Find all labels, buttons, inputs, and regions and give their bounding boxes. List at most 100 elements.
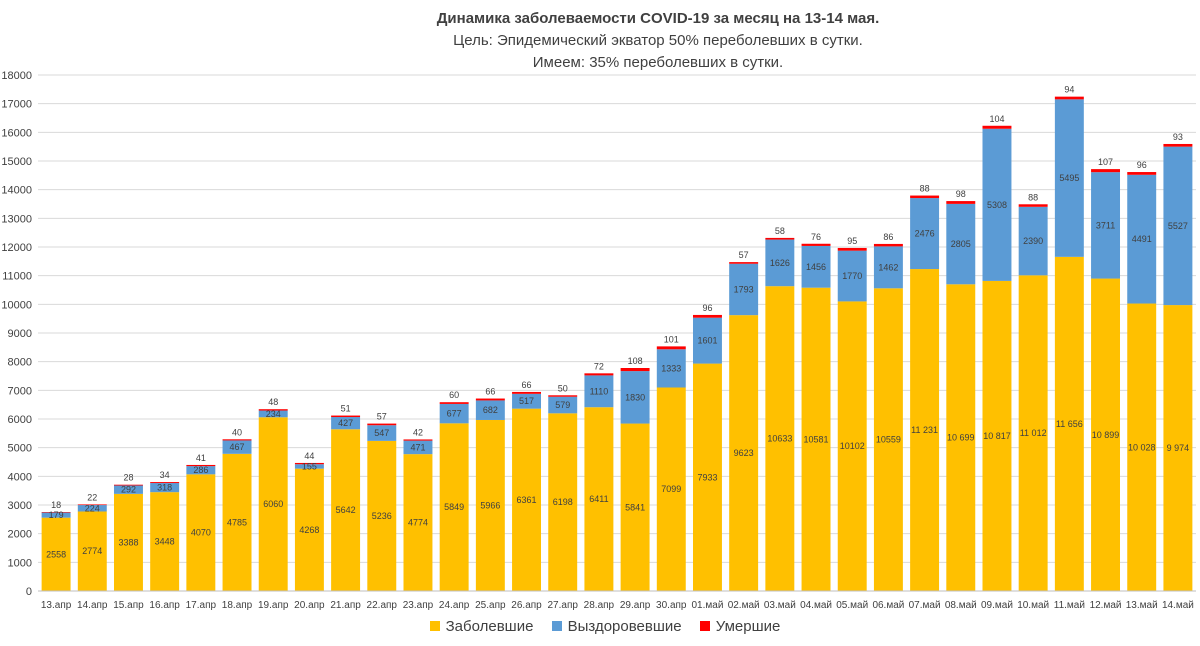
data-label-died: 28 [123,473,133,483]
bar-segment-recovered [1054,99,1084,257]
bar-segment-sick [113,493,143,591]
bar-segment-recovered [475,400,505,420]
data-label-died: 98 [956,189,966,199]
bar-segment-recovered [367,425,397,441]
chart-subtitle-1: Цель: Эпидемический экватор 50% переболе… [453,32,863,49]
x-tick-label: 22.апр [367,600,398,611]
data-label-sick: 10559 [876,435,901,445]
data-label-died: 44 [304,451,314,461]
data-label-sick: 5236 [372,511,392,521]
data-label-sick: 5642 [336,505,356,515]
bar-segment-sick [620,423,650,591]
x-tick-label: 11.май [1054,600,1085,611]
data-label-recovered: 292 [121,485,136,495]
legend-item-died: Умершие [699,618,780,635]
data-label-sick: 2774 [82,546,102,556]
data-label-sick: 4070 [191,528,211,538]
x-tick-label: 10.май [1017,600,1049,611]
x-tick-label: 14.апр [77,600,108,611]
bar-segment-sick [1018,275,1048,591]
bar-segment-died [150,482,180,484]
data-label-sick: 6411 [589,494,608,504]
bar-segment-sick [475,419,505,591]
data-label-sick: 10 699 [947,433,975,443]
data-label-died: 57 [739,250,749,260]
data-label-recovered: 1601 [697,336,717,346]
data-label-recovered: 1626 [770,258,790,268]
x-tick-label: 26.апр [511,600,542,611]
bar-segment-recovered [946,203,976,285]
bar-segment-died [837,247,867,251]
data-label-sick: 5849 [444,502,464,512]
data-label-sick: 4774 [408,518,428,528]
legend-item-recovered: Выздоровевшие [551,618,682,635]
bar-segment-died [729,262,759,264]
x-tick-label: 13.май [1126,600,1158,611]
data-label-died: 58 [775,226,785,236]
bar-segment-sick [1163,305,1193,591]
bar-segment-recovered [403,440,433,455]
bar-segment-sick [512,408,542,591]
data-label-recovered: 677 [447,409,462,419]
data-label-died: 66 [485,387,495,397]
x-tick-label: 05.май [836,600,868,611]
bar-segment-recovered [548,396,578,414]
chart-title: Динамика заболеваемости COVID-19 за меся… [436,10,880,27]
data-label-sick: 5841 [625,502,645,512]
data-label-recovered: 1793 [734,284,754,294]
bar-segment-sick [1091,278,1121,591]
bar-segment-sick [765,286,795,591]
y-tick-label: 9000 [8,328,32,340]
data-label-died: 88 [1028,192,1038,202]
data-label-sick: 10 899 [1092,430,1120,440]
data-label-died: 51 [341,404,351,414]
data-label-died: 72 [594,361,604,371]
data-label-died: 101 [664,334,679,344]
bar-segment-recovered [1018,206,1048,276]
y-tick-label: 11000 [2,271,32,283]
x-tick-label: 01.май [692,600,724,611]
data-label-sick: 11 231 [911,425,938,435]
bar-segment-recovered [620,371,650,424]
bar-segment-died [946,201,976,204]
bar-segment-died [910,195,940,199]
bar-segment-sick [692,363,722,591]
data-label-recovered: 224 [85,503,100,513]
data-label-recovered: 179 [49,510,64,520]
data-label-died: 40 [232,427,242,437]
data-label-sick: 10 817 [983,431,1011,441]
bar-segment-sick [439,423,469,591]
data-label-died: 42 [413,427,423,437]
bar-segment-sick [584,407,614,591]
legend-item-sick: Заболевшие [429,618,533,635]
bar-segment-died [765,237,795,240]
x-tick-label: 27.апр [547,600,578,611]
bar-segment-died [873,243,903,247]
legend-swatch-died [699,621,710,631]
y-tick-label: 17000 [1,99,32,111]
x-tick-label: 12.май [1090,600,1122,611]
x-tick-label: 02.май [728,600,760,611]
data-label-sick: 2558 [46,549,66,559]
y-tick-label: 4000 [8,471,32,483]
bar-segment-recovered [222,440,252,454]
data-label-recovered: 517 [519,396,534,406]
data-label-died: 57 [377,412,387,422]
x-tick-label: 13.апр [41,600,72,611]
bar-segment-died [982,125,1012,129]
bar-segment-recovered [982,128,1012,281]
chart-legend: Заболевшие Выздоровевшие Умершие [0,618,1200,635]
data-label-sick: 7099 [661,484,681,494]
data-label-recovered: 1456 [806,262,826,272]
bar-segment-died [41,512,71,513]
data-label-sick: 11 012 [1020,428,1047,438]
data-label-recovered: 3711 [1096,220,1115,230]
bar-segment-recovered [439,403,469,424]
x-tick-label: 23.апр [403,600,434,611]
y-tick-label: 8000 [8,357,32,369]
bar-segment-recovered [656,349,686,388]
data-label-recovered: 1110 [590,386,609,396]
bar-segment-recovered [77,505,107,512]
bar-segment-died [331,415,361,418]
data-label-died: 60 [449,390,459,400]
